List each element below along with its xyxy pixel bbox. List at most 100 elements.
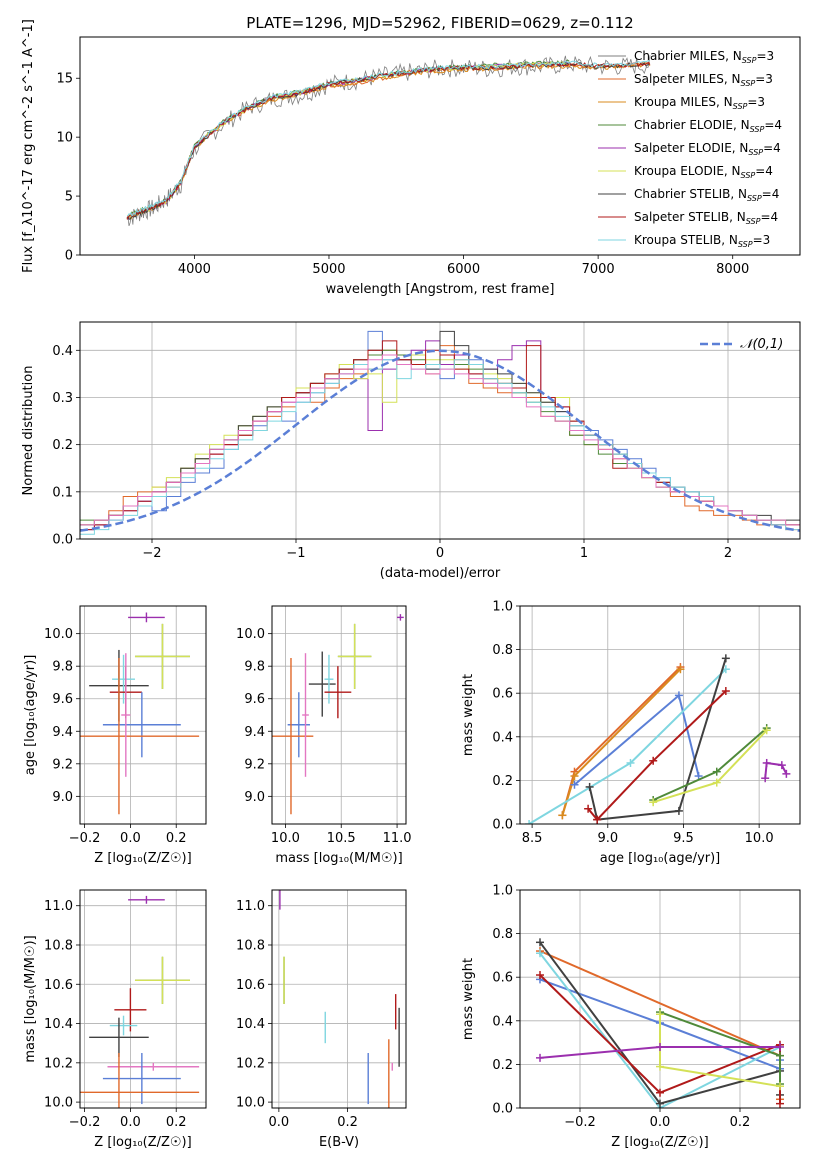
y-tick-label: 9.0 xyxy=(52,790,73,805)
y-axis-label: age [log₁₀(age/yr)] xyxy=(23,655,38,776)
panel-age_vs_z: −0.2 0.0 0.2 9.0 9.2 9.4 9.6 9.8 10.0 Z [log₁₀(Z/… xyxy=(23,605,207,866)
axes-frame xyxy=(271,605,407,825)
y-tick-label: 10.8 xyxy=(236,938,265,953)
y-tick-label: 10.0 xyxy=(236,1096,265,1111)
y-tick-label: 10.2 xyxy=(44,1056,73,1071)
y-tick-label: 9.4 xyxy=(244,725,265,740)
y-tick-label: 10.0 xyxy=(44,627,73,642)
spectrum-line xyxy=(126,62,651,220)
x-axis-label: Z [log₁₀(Z/Z☉)] xyxy=(611,1135,708,1150)
x-tick-label: 0.2 xyxy=(337,1115,358,1130)
y-axis-label: mass weight xyxy=(461,674,476,756)
weight-line xyxy=(573,693,700,786)
y-tick-label: 10 xyxy=(56,131,73,146)
plot-area xyxy=(536,938,784,1108)
y-tick-label: 9.4 xyxy=(52,725,73,740)
y-tick-label: 15 xyxy=(56,72,73,87)
y-axis-label: Flux [f_λ10^-17 erg cm^-2 s^-1 A^-1] xyxy=(21,19,36,273)
y-tick-label: 0.4 xyxy=(492,730,513,745)
panel-mass_vs_ebv: 0.0 0.2 10.0 10.2 10.4 10.6 10.8 11.0 E(B-V) xyxy=(236,889,407,1150)
axes-frame xyxy=(519,889,801,1109)
weight-line xyxy=(652,727,768,801)
y-axis-label: Normed distribution xyxy=(21,366,36,496)
x-tick-label: 10.5 xyxy=(327,831,356,846)
plot-area xyxy=(126,55,651,227)
y-tick-label: 0.3 xyxy=(52,391,73,406)
axes-frame xyxy=(79,889,207,1109)
y-tick-label: 10.6 xyxy=(236,978,265,993)
x-tick-label: 6000 xyxy=(447,262,480,277)
x-tick-label: 9.5 xyxy=(673,831,694,846)
y-tick-label: 0.6 xyxy=(492,687,513,702)
panel-mass_weight_vs_z: −0.2 0.0 0.2 0.0 0.2 0.4 0.6 0.8 1.0 Z [log₁₀(Z/Z… xyxy=(461,884,801,1150)
x-tick-label: −2 xyxy=(142,546,161,561)
x-axis-label: (data-model)/error xyxy=(380,566,501,581)
y-tick-label: 10.0 xyxy=(236,627,265,642)
x-axis-label: wavelength [Angstrom, rest frame] xyxy=(326,282,555,297)
panel-mass_vs_z: −0.2 0.0 0.2 10.0 10.2 10.4 10.6 10.8 11.0 Z [log… xyxy=(23,889,207,1150)
y-axis-label: mass [log₁₀(M/M☉)] xyxy=(23,935,38,1062)
axes-frame xyxy=(79,36,801,256)
y-tick-label: 1.0 xyxy=(492,600,513,615)
x-tick-label: 0.2 xyxy=(166,831,187,846)
x-tick-label: −0.2 xyxy=(69,831,101,846)
axes-frame xyxy=(79,321,801,540)
y-tick-label: 0 xyxy=(65,249,73,264)
x-tick-label: 4000 xyxy=(178,262,211,277)
y-tick-label: 0.1 xyxy=(52,485,73,500)
y-tick-label: 0.2 xyxy=(492,1058,513,1073)
y-tick-label: 0.0 xyxy=(492,1102,513,1117)
spectrum-line xyxy=(126,59,570,219)
legend-entry: Kroupa STELIB, NSSP=3 xyxy=(634,233,770,249)
spectrum-line xyxy=(126,61,651,220)
y-tick-label: 1.0 xyxy=(492,884,513,899)
y-tick-label: 10.0 xyxy=(44,1096,73,1111)
x-tick-label: 0 xyxy=(436,546,444,561)
y-tick-label: 0.6 xyxy=(492,971,513,986)
legend-entry: Chabrier MILES, NSSP=3 xyxy=(634,49,774,65)
legend-entry: Salpeter MILES, NSSP=3 xyxy=(634,72,773,88)
legend-entry: 𝒩(0,1) xyxy=(740,337,783,352)
y-tick-label: 0.0 xyxy=(492,818,513,833)
x-tick-label: 0.2 xyxy=(730,1115,751,1130)
legend-entry: Salpeter ELODIE, NSSP=4 xyxy=(634,141,781,157)
x-tick-label: 8.5 xyxy=(522,831,543,846)
weight-line xyxy=(764,761,788,779)
panel-spectrum: 4000 5000 6000 7000 8000 0 5 10 15 wavelength [An… xyxy=(21,19,801,297)
x-axis-label: mass [log₁₀(M/M☉)] xyxy=(275,851,402,866)
x-tick-label: −0.2 xyxy=(69,1115,101,1130)
x-axis-label: Z [log₁₀(Z/Z☉)] xyxy=(94,851,191,866)
axes-frame xyxy=(519,605,801,825)
legend-entry: Salpeter STELIB, NSSP=4 xyxy=(634,210,778,226)
spectrum-line xyxy=(126,61,651,220)
x-tick-label: 0.2 xyxy=(166,1115,187,1130)
legend-entry: Kroupa MILES, NSSP=3 xyxy=(634,95,765,111)
y-tick-label: 5 xyxy=(65,190,73,205)
y-tick-label: 10.6 xyxy=(44,978,73,993)
y-tick-label: 10.2 xyxy=(236,1056,265,1071)
x-tick-label: 11.0 xyxy=(383,831,412,846)
x-tick-label: 1 xyxy=(580,546,588,561)
plot-area xyxy=(80,895,200,1108)
y-tick-label: 9.6 xyxy=(52,692,73,707)
spectrum-line xyxy=(126,55,651,227)
plot-area xyxy=(80,612,200,815)
normal-curve xyxy=(80,349,800,532)
y-axis-label: mass weight xyxy=(461,958,476,1040)
weight-line xyxy=(528,668,727,824)
x-tick-label: 10.0 xyxy=(271,831,300,846)
y-tick-label: 9.2 xyxy=(244,757,265,772)
y-tick-label: 0.4 xyxy=(52,344,73,359)
plot-area xyxy=(279,890,400,1108)
panel-age_vs_mass: 10.0 10.5 11.0 9.0 9.2 9.4 9.6 9.8 10.0 mass [log… xyxy=(236,605,412,866)
y-tick-label: 0.8 xyxy=(492,927,513,942)
axes-frame xyxy=(271,889,407,1109)
x-tick-label: 5000 xyxy=(312,262,345,277)
plot-area xyxy=(525,654,791,824)
y-tick-label: 9.8 xyxy=(244,660,265,675)
axes-frame xyxy=(79,605,207,825)
x-tick-label: −1 xyxy=(286,546,305,561)
y-tick-label: 9.0 xyxy=(244,790,265,805)
x-tick-label: 7000 xyxy=(582,262,615,277)
